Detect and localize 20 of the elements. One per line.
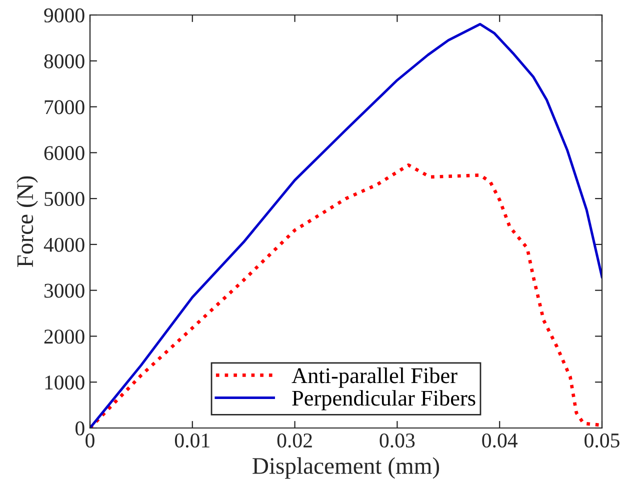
- x-axis-title: Displacement (mm): [252, 457, 440, 479]
- y-tick-label: 8000: [44, 54, 84, 68]
- y-tick-label: 2000: [44, 330, 84, 344]
- y-tick-label: 7000: [44, 100, 84, 114]
- x-tick-label: 0.01: [174, 433, 210, 448]
- legend-label: Anti-parallel Fiber: [292, 368, 458, 388]
- x-tick-label: 0.03: [380, 433, 415, 448]
- x-tick-label: 0: [86, 433, 94, 448]
- y-tick-label: 0: [76, 421, 84, 436]
- y-tick-label: 9000: [44, 8, 84, 22]
- y-tick-label: 3000: [44, 284, 84, 298]
- legend-label: Perpendicular Fibers: [292, 390, 476, 410]
- x-tick-label: 0.04: [482, 433, 518, 448]
- y-axis-title: Force (N): [16, 176, 38, 268]
- x-tick-label: 0.02: [277, 433, 312, 448]
- y-tick-label: 4000: [44, 238, 84, 252]
- y-tick-label: 1000: [45, 375, 84, 390]
- y-tick-label: 5000: [44, 192, 84, 206]
- x-tick-label: 0.05: [584, 433, 620, 448]
- y-tick-label: 6000: [44, 146, 84, 160]
